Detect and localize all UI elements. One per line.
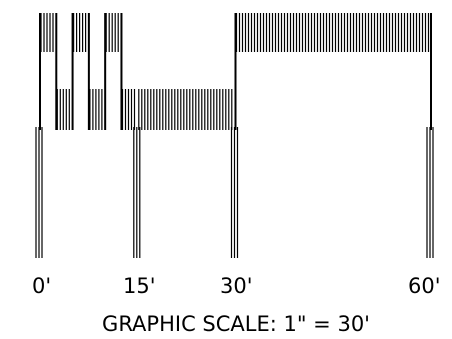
scale-segment-high-4 <box>105 13 119 52</box>
scale-tick-posts <box>35 127 434 258</box>
scale-bar-group <box>39 13 432 130</box>
tick-post-0 <box>35 127 43 258</box>
scale-caption: GRAPHIC SCALE: 1" = 30' <box>102 312 370 336</box>
tick-post-30 <box>230 127 239 258</box>
scale-segment-high-0 <box>40 13 54 52</box>
tick-label-30: 30' <box>220 274 253 298</box>
scale-segment-30-60 <box>235 13 430 52</box>
tick-label-15: 15' <box>123 274 156 298</box>
tick-label-0: 0' <box>32 274 51 298</box>
scale-segment-15-30 <box>138 89 233 130</box>
tick-post-15 <box>133 127 141 258</box>
tick-label-60: 60' <box>408 274 441 298</box>
scale-segment-high-2 <box>72 13 87 52</box>
scale-segment-low-1 <box>56 89 70 130</box>
scale-segment-low-5 <box>121 89 136 130</box>
scale-segment-low-3 <box>89 89 103 130</box>
tick-post-60 <box>426 127 434 258</box>
